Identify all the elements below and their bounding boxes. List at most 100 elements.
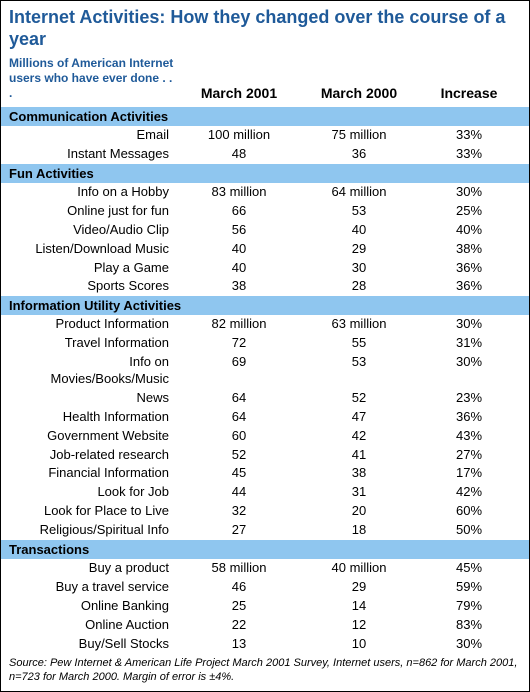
cell-increase: 60% <box>419 503 519 520</box>
cell-march-2001: 60 <box>179 428 299 445</box>
table-row: Online Auction221283% <box>1 616 529 635</box>
row-label: Info on a Hobby <box>9 184 179 201</box>
cell-increase: 45% <box>419 560 519 577</box>
cell-increase: 36% <box>419 409 519 426</box>
cell-march-2000: 14 <box>299 598 419 615</box>
cell-march-2000: 29 <box>299 241 419 258</box>
cell-march-2001: 40 <box>179 241 299 258</box>
cell-march-2000: 75 million <box>299 127 419 144</box>
table-row: Video/Audio Clip564040% <box>1 221 529 240</box>
row-label: Play a Game <box>9 260 179 277</box>
section-header: Communication Activities <box>1 107 529 126</box>
table-row: News645223% <box>1 389 529 408</box>
table-row: Look for Job443142% <box>1 483 529 502</box>
row-label: Online Banking <box>9 598 179 615</box>
cell-march-2000: 53 <box>299 354 419 388</box>
row-label: Listen/Download Music <box>9 241 179 258</box>
section-header: Fun Activities <box>1 164 529 183</box>
row-label: Online Auction <box>9 617 179 634</box>
col-header-march-2000: March 2000 <box>299 85 419 101</box>
cell-increase: 30% <box>419 184 519 201</box>
row-label: Religious/Spiritual Info <box>9 522 179 539</box>
cell-march-2001: 58 million <box>179 560 299 577</box>
cell-march-2001: 22 <box>179 617 299 634</box>
cell-march-2000: 12 <box>299 617 419 634</box>
row-label: Product Information <box>9 316 179 333</box>
row-label: Government Website <box>9 428 179 445</box>
table-body: Communication ActivitiesEmail100 million… <box>1 107 529 653</box>
cell-increase: 30% <box>419 636 519 653</box>
table-row: Health Information644736% <box>1 408 529 427</box>
table-row: Email100 million75 million33% <box>1 126 529 145</box>
cell-increase: 38% <box>419 241 519 258</box>
cell-march-2001: 13 <box>179 636 299 653</box>
cell-march-2000: 42 <box>299 428 419 445</box>
cell-march-2001: 100 million <box>179 127 299 144</box>
row-label: Video/Audio Clip <box>9 222 179 239</box>
cell-march-2000: 64 million <box>299 184 419 201</box>
row-label: Email <box>9 127 179 144</box>
table-container: Internet Activities: How they changed ov… <box>0 0 530 692</box>
row-label: Sports Scores <box>9 278 179 295</box>
cell-increase: 36% <box>419 278 519 295</box>
cell-increase: 23% <box>419 390 519 407</box>
cell-march-2000: 30 <box>299 260 419 277</box>
table-row: Product Information82 million63 million3… <box>1 315 529 334</box>
cell-march-2001: 82 million <box>179 316 299 333</box>
cell-march-2001: 48 <box>179 146 299 163</box>
cell-march-2001: 38 <box>179 278 299 295</box>
cell-march-2001: 40 <box>179 260 299 277</box>
cell-increase: 33% <box>419 127 519 144</box>
cell-increase: 42% <box>419 484 519 501</box>
cell-march-2001: 69 <box>179 354 299 388</box>
table-row: Sports Scores382836% <box>1 277 529 296</box>
cell-march-2000: 31 <box>299 484 419 501</box>
cell-march-2000: 40 million <box>299 560 419 577</box>
cell-march-2000: 47 <box>299 409 419 426</box>
cell-increase: 30% <box>419 354 519 388</box>
source-footnote: Source: Pew Internet & American Life Pro… <box>1 653 529 691</box>
cell-march-2001: 52 <box>179 447 299 464</box>
table-row: Buy/Sell Stocks131030% <box>1 635 529 654</box>
row-label: Financial Information <box>9 465 179 482</box>
cell-march-2000: 29 <box>299 579 419 596</box>
cell-march-2001: 64 <box>179 390 299 407</box>
row-label: Look for Place to Live <box>9 503 179 520</box>
cell-march-2001: 66 <box>179 203 299 220</box>
cell-march-2001: 32 <box>179 503 299 520</box>
cell-march-2000: 63 million <box>299 316 419 333</box>
row-label: Health Information <box>9 409 179 426</box>
table-row: Listen/Download Music402938% <box>1 240 529 259</box>
cell-march-2000: 10 <box>299 636 419 653</box>
cell-increase: 17% <box>419 465 519 482</box>
cell-increase: 30% <box>419 316 519 333</box>
cell-march-2000: 28 <box>299 278 419 295</box>
row-label: Look for Job <box>9 484 179 501</box>
table-row: Travel Information725531% <box>1 334 529 353</box>
table-row: Job-related research524127% <box>1 446 529 465</box>
cell-increase: 50% <box>419 522 519 539</box>
cell-march-2001: 83 million <box>179 184 299 201</box>
column-header-row: Millions of American Internet users who … <box>1 54 529 107</box>
cell-march-2001: 46 <box>179 579 299 596</box>
cell-march-2000: 55 <box>299 335 419 352</box>
table-row: Religious/Spiritual Info271850% <box>1 521 529 540</box>
cell-increase: 31% <box>419 335 519 352</box>
cell-march-2001: 27 <box>179 522 299 539</box>
cell-march-2000: 53 <box>299 203 419 220</box>
table-row: Online Banking251479% <box>1 597 529 616</box>
cell-march-2000: 18 <box>299 522 419 539</box>
row-label: Buy a travel service <box>9 579 179 596</box>
row-label: Online just for fun <box>9 203 179 220</box>
table-row: Look for Place to Live322060% <box>1 502 529 521</box>
cell-increase: 59% <box>419 579 519 596</box>
cell-march-2000: 36 <box>299 146 419 163</box>
row-label: Travel Information <box>9 335 179 352</box>
chart-title: Internet Activities: How they changed ov… <box>1 1 529 54</box>
row-label: Buy/Sell Stocks <box>9 636 179 653</box>
cell-increase: 36% <box>419 260 519 277</box>
cell-increase: 27% <box>419 447 519 464</box>
section-header: Information Utility Activities <box>1 296 529 315</box>
row-label: News <box>9 390 179 407</box>
row-label: Instant Messages <box>9 146 179 163</box>
